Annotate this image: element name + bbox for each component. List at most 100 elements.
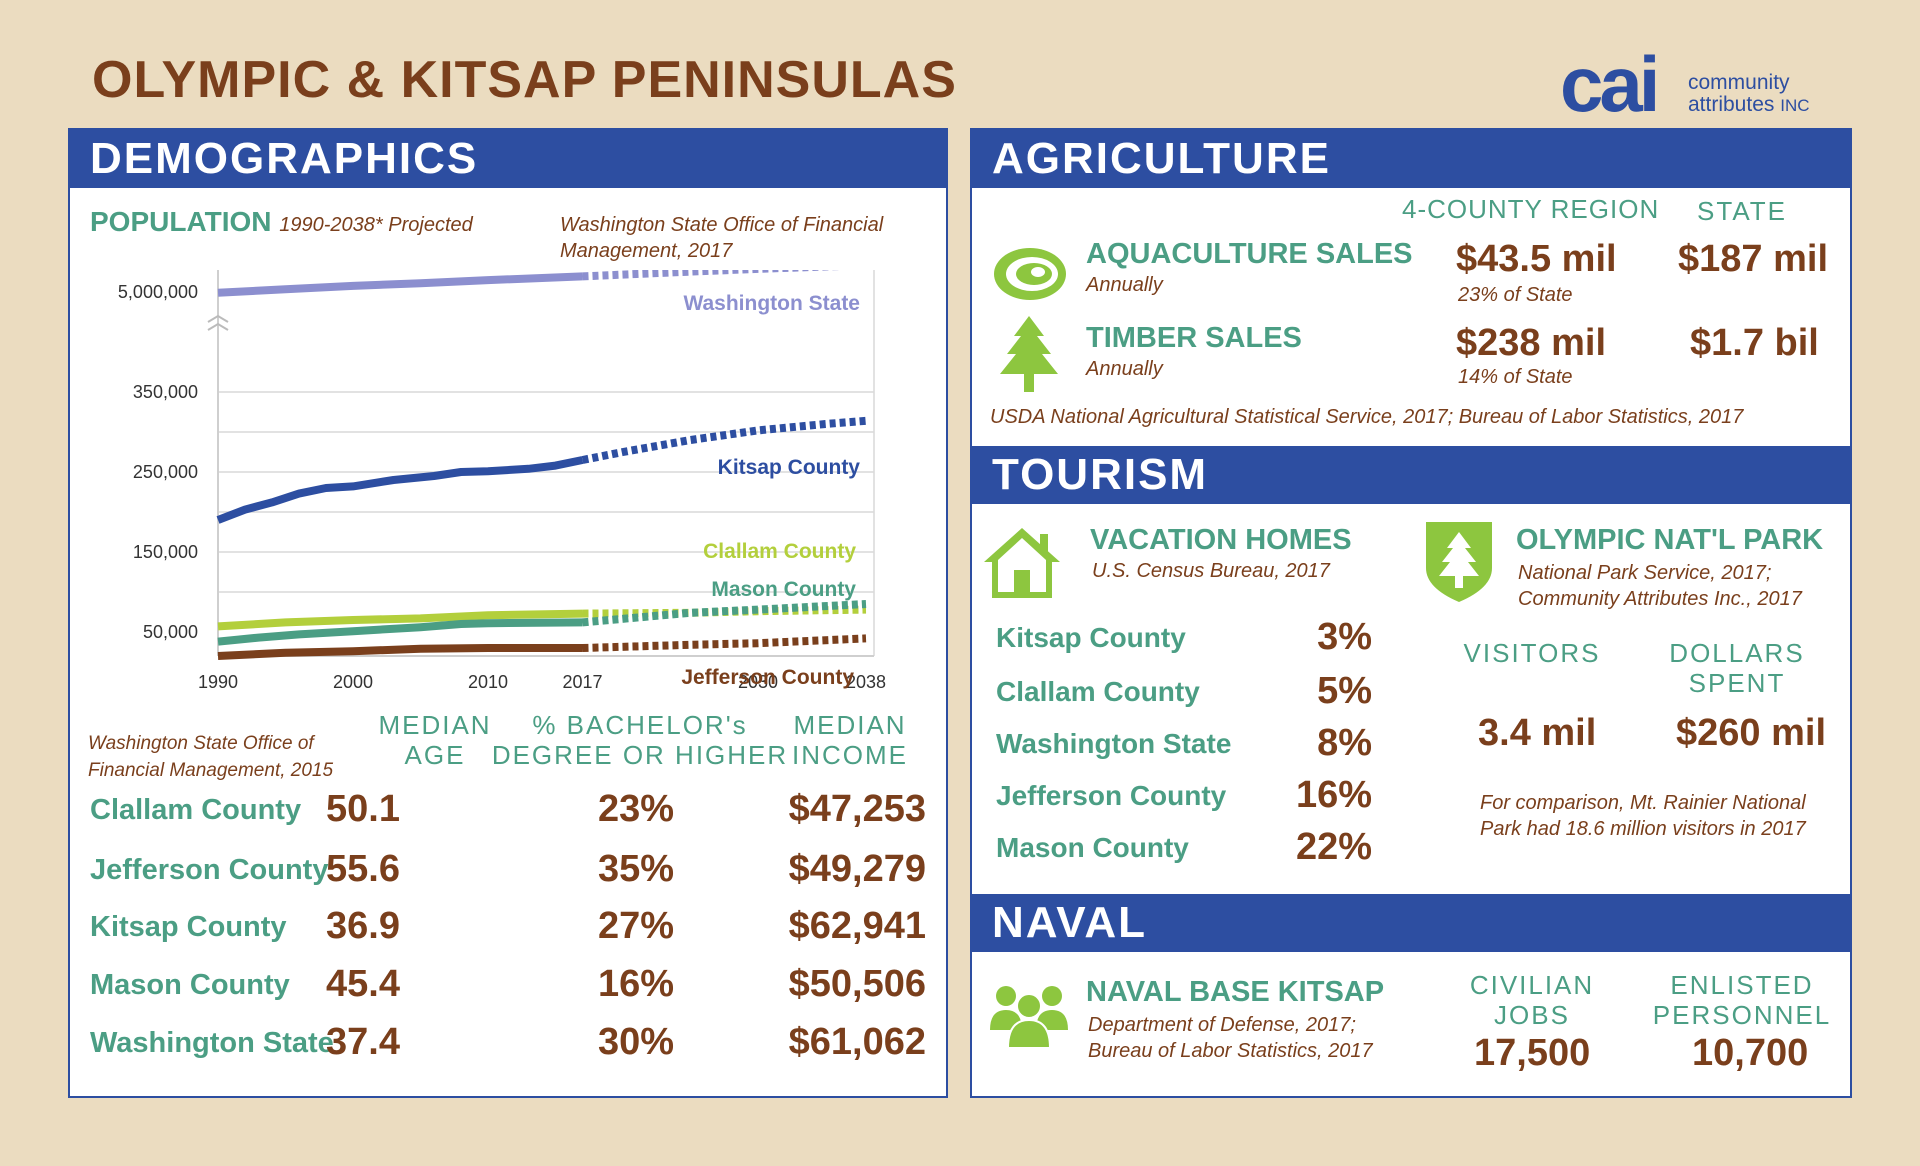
row-name: Mason County: [90, 969, 290, 1001]
civilian-header-1: CIVILIAN: [1469, 970, 1595, 1000]
series-line-projected: [582, 270, 841, 281]
series-label: Washington State: [683, 292, 860, 315]
series-label: Jefferson County: [681, 666, 854, 689]
enlisted-header-1: ENLISTED: [1670, 970, 1814, 1000]
series-line-historical: [217, 272, 583, 297]
population-label: POPULATION: [90, 206, 272, 237]
naval-source-1: Department of Defense, 2017;: [1088, 1014, 1356, 1036]
civilian-header-2: JOBS: [1494, 1000, 1570, 1030]
row-bachelor: 23%: [598, 788, 675, 830]
park-label: OLYMPIC NAT'L PARK: [1516, 524, 1824, 556]
y-tick-label: 50,000: [143, 622, 198, 642]
logo-mark: cai: [1560, 40, 1660, 128]
aquaculture-region-value: $43.5 mil: [1456, 238, 1617, 280]
population-source-1: Washington State Office of Financial: [560, 214, 884, 236]
y-tick-label: 250,000: [133, 462, 198, 482]
cai-logo: cai community attributes INC: [1560, 42, 1850, 127]
row-age: 50.1: [326, 788, 400, 830]
visitors-header: VISITORS: [1463, 638, 1601, 668]
row-bachelor: 16%: [598, 963, 675, 1005]
list-item-name: Washington State: [996, 728, 1232, 759]
enlisted-value: 10,700: [1692, 1032, 1809, 1074]
axis-break-icon: [207, 314, 229, 331]
y-tick-label: 5,000,000: [118, 282, 198, 302]
population-chart: 10,000,0005,000,000350,000250,000150,000…: [118, 270, 886, 690]
x-tick-label: 2017: [562, 672, 602, 690]
page-title: OLYMPIC & KITSAP PENINSULAS: [92, 51, 957, 109]
row-income: $62,941: [788, 905, 926, 947]
row-age: 55.6: [326, 848, 400, 890]
park-source-2: Community Attributes Inc., 2017: [1518, 588, 1802, 610]
list-item-value: 3%: [1317, 616, 1372, 658]
row-age: 45.4: [326, 963, 400, 1005]
agriculture-heading: AGRICULTURE: [972, 130, 1850, 188]
oyster-icon: [994, 248, 1066, 300]
series-line-historical: [217, 644, 583, 660]
table-source-1: Washington State Office of: [88, 733, 314, 754]
dollars-header-2: SPENT: [1688, 668, 1786, 698]
series-line-historical: [217, 609, 583, 631]
note-line-2: Park had 18.6 million visitors in 2017: [1480, 818, 1806, 840]
demographics-heading: DEMOGRAPHICS: [70, 130, 946, 188]
naval-heading: NAVAL: [972, 894, 1850, 952]
timber-state-value: $1.7 bil: [1690, 322, 1819, 364]
park-badge-icon: [1426, 522, 1492, 602]
row-age: 36.9: [326, 905, 400, 947]
timber-sub: Annually: [1086, 358, 1163, 380]
series-label: Kitsap County: [718, 456, 861, 479]
row-bachelor: 27%: [598, 905, 675, 947]
logo-line1: community: [1688, 71, 1790, 94]
table-row: Mason County 45.4 16% $50,506: [70, 955, 946, 1013]
logo-suffix: INC: [1780, 96, 1810, 115]
timber-label: TIMBER SALES: [1086, 322, 1302, 354]
row-income: $50,506: [788, 963, 926, 1005]
aquaculture-label: AQUACULTURE SALES: [1086, 238, 1413, 270]
list-item-value: 8%: [1317, 722, 1372, 764]
state-header: STATE: [1697, 196, 1787, 226]
enlisted-header: ENLISTED PERSONNEL: [1652, 970, 1832, 1030]
median-age-header-1: MEDIAN: [378, 710, 492, 740]
list-item: Jefferson County 16%: [972, 772, 1372, 822]
list-item-value: 22%: [1295, 826, 1372, 868]
table-row: Jefferson County 55.6 35% $49,279: [70, 840, 946, 898]
list-item-value: 16%: [1295, 774, 1372, 816]
list-item: Washington State 8%: [972, 720, 1372, 770]
bachelor-header-2: DEGREE OR HIGHER: [491, 740, 789, 770]
agriculture-source: USDA National Agricultural Statistical S…: [990, 406, 1744, 428]
row-name: Clallam County: [90, 794, 302, 826]
timber-region-value: $238 mil: [1456, 322, 1606, 364]
series-label: Clallam County: [703, 540, 856, 563]
dollars-header-1: DOLLARS: [1669, 638, 1805, 668]
aquaculture-share: 23% of State: [1458, 284, 1573, 306]
x-tick-label: 2038: [846, 672, 886, 690]
region-header: 4-COUNTY REGION: [1402, 194, 1660, 224]
y-tick-label: 150,000: [133, 542, 198, 562]
list-item: Mason County 22%: [972, 824, 1372, 874]
logo-line2: attributes: [1688, 93, 1775, 116]
vacation-homes-source: U.S. Census Bureau, 2017: [1092, 560, 1330, 582]
population-range: 1990-2038* Projected: [279, 214, 473, 236]
aquaculture-sub: Annually: [1086, 274, 1163, 296]
bachelor-header: % BACHELOR's DEGREE OR HIGHER: [490, 710, 790, 770]
x-tick-label: 2010: [468, 672, 508, 690]
timber-share: 14% of State: [1458, 366, 1573, 388]
list-item-value: 5%: [1317, 670, 1372, 712]
row-income: $61,062: [788, 1021, 926, 1063]
row-name: Washington State: [90, 1027, 334, 1059]
series-line-projected: [582, 600, 867, 627]
population-source-2: Management, 2017: [560, 240, 733, 262]
enlisted-header-2: PERSONNEL: [1652, 1000, 1832, 1030]
row-name: Kitsap County: [90, 911, 287, 943]
naval-source-2: Bureau of Labor Statistics, 2017: [1088, 1040, 1373, 1062]
list-item-name: Clallam County: [996, 676, 1200, 707]
median-age-header: MEDIAN AGE: [370, 710, 500, 770]
x-tick-label: 1990: [198, 672, 238, 690]
row-income: $47,253: [788, 788, 926, 830]
row-income: $49,279: [788, 848, 926, 890]
median-age-header-2: AGE: [404, 740, 466, 770]
tourism-heading: TOURISM: [972, 446, 1850, 504]
list-item-name: Jefferson County: [996, 780, 1227, 811]
bachelor-header-1: % BACHELOR's: [532, 710, 748, 740]
visitors-value: 3.4 mil: [1478, 712, 1597, 754]
table-row: Kitsap County 36.9 27% $62,941: [70, 897, 946, 955]
